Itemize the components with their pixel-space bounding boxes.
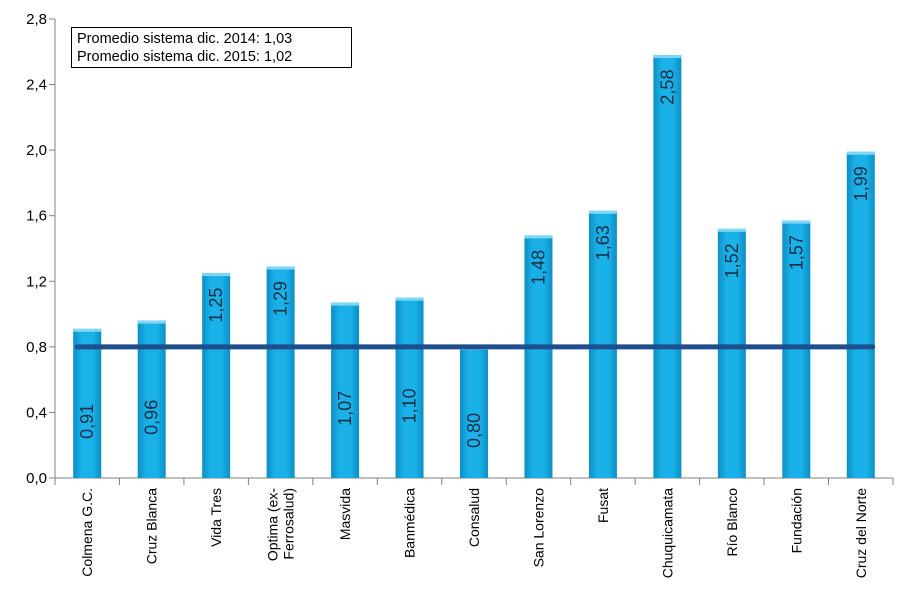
bar xyxy=(266,266,295,478)
data-label: 1,63 xyxy=(593,225,613,260)
y-tick-label: 1,6 xyxy=(26,208,47,225)
category-label: Vida Tres xyxy=(208,488,224,547)
bar-top-highlight xyxy=(202,273,231,277)
bar-top-highlight xyxy=(266,266,295,270)
y-tick-label: 1,2 xyxy=(26,273,47,290)
bar-top-highlight xyxy=(73,328,102,332)
data-label: 2,58 xyxy=(657,70,677,105)
bar xyxy=(846,151,875,478)
category-label: Río Blanco xyxy=(724,488,740,557)
data-labels: 0,91 0,96 1,25 1,29 1,07 1,10 0,80 1,48 1,63 2,58… xyxy=(77,70,871,448)
data-label: 1,10 xyxy=(400,388,420,423)
axes: 0,0 0,4 0,8 1,2 1,6 2,0 2,4 2,8 xyxy=(26,11,894,487)
data-label: 1,29 xyxy=(271,281,291,316)
annotation-2015: Promedio sistema dic. 2015: 1,02 xyxy=(77,49,293,65)
category-label: Fundación xyxy=(788,488,804,553)
bar xyxy=(395,297,424,478)
bar-top-highlight xyxy=(588,210,617,214)
bar-top-highlight xyxy=(395,297,424,301)
category-label: Colmena G.C. xyxy=(79,488,95,577)
bar-top-highlight xyxy=(331,302,360,306)
category-label: Optima (ex-Ferrosalud) xyxy=(265,488,297,561)
data-label: 1,99 xyxy=(851,166,871,201)
bar-top-highlight xyxy=(137,320,166,324)
data-label: 0,96 xyxy=(142,400,162,435)
data-label: 1,52 xyxy=(722,243,742,278)
bar-top-highlight xyxy=(846,151,875,155)
bar xyxy=(524,235,553,478)
category-label: Consalud xyxy=(466,488,482,547)
category-label: San Lorenzo xyxy=(530,488,546,568)
bar xyxy=(331,302,360,478)
category-label: Cruz Blanca xyxy=(144,488,160,564)
bar xyxy=(137,320,166,478)
bar-top-highlight xyxy=(653,55,682,59)
y-tick-label: 2,4 xyxy=(26,77,47,94)
annotation-2014: Promedio sistema dic. 2014: 1,03 xyxy=(77,31,293,47)
bar xyxy=(202,273,231,478)
category-labels: Colmena G.C. Cruz Blanca Vida Tres Optima (… xyxy=(79,488,869,579)
category-label: Masvida xyxy=(337,488,353,540)
data-label: 1,07 xyxy=(335,391,355,426)
bar xyxy=(653,55,682,479)
data-label: 0,80 xyxy=(464,413,484,448)
category-label: Banmédica xyxy=(402,488,418,558)
y-tick-label: 0,8 xyxy=(26,339,47,356)
bar-top-highlight xyxy=(524,235,553,239)
data-label: 0,91 xyxy=(77,404,97,439)
category-label: Cruz del Norte xyxy=(853,488,869,578)
category-label: Fusat xyxy=(595,488,611,523)
annotation-box: Promedio sistema dic. 2014: 1,03 Promedi… xyxy=(71,27,352,68)
bar-top-highlight xyxy=(782,220,811,224)
y-tick-label: 2,0 xyxy=(26,142,47,159)
data-label: 1,25 xyxy=(206,288,226,323)
bar-top-highlight xyxy=(717,228,746,232)
bar xyxy=(460,346,488,478)
y-tick-label: 0,4 xyxy=(26,404,47,421)
bar xyxy=(73,328,102,478)
y-tick-label: 2,8 xyxy=(26,11,47,28)
data-label: 1,57 xyxy=(786,235,806,270)
category-label: Chuquicamata xyxy=(659,488,675,578)
data-label: 1,48 xyxy=(528,250,548,285)
y-tick-label: 0,0 xyxy=(26,470,47,487)
bar xyxy=(717,228,746,478)
